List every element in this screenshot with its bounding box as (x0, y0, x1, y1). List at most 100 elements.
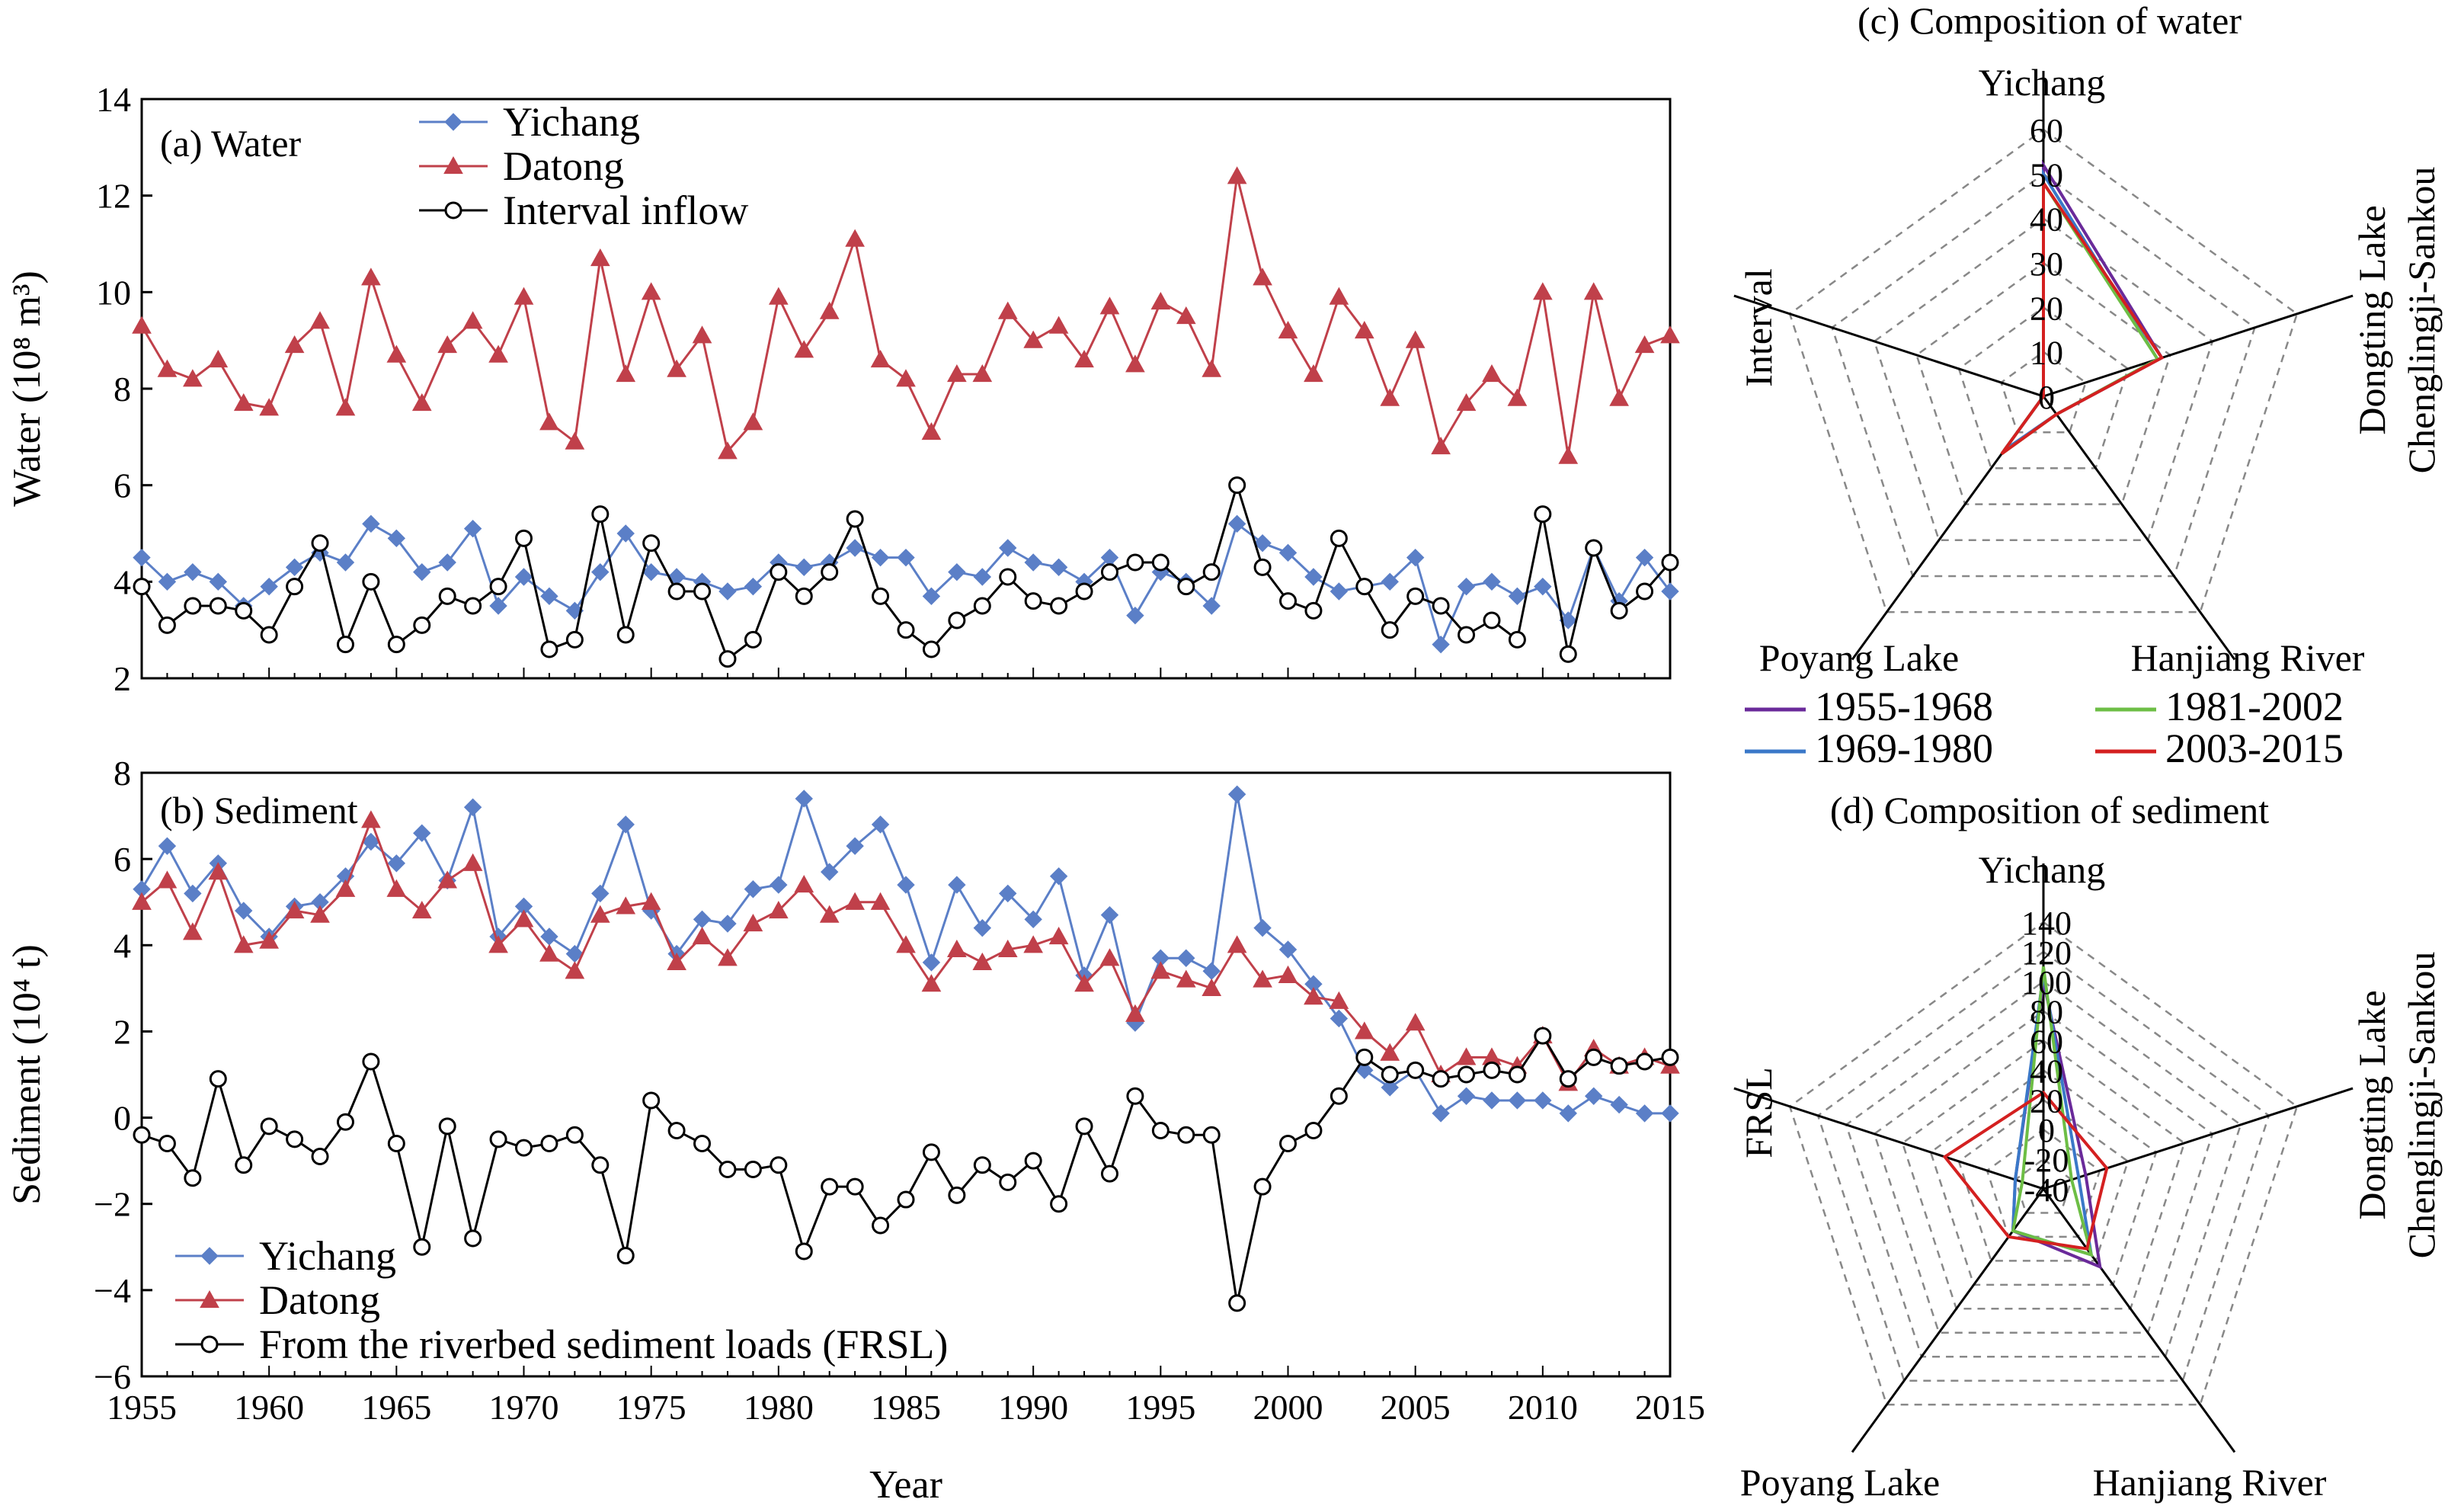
panel-b-point-from-the-riverbed-sediment-loads-frsl (158, 1135, 176, 1153)
panel-a-point-yichang (260, 577, 278, 596)
panel-b-xtick-label: 1990 (998, 1388, 1068, 1427)
panel-a-point-interval-inflow (1534, 505, 1552, 524)
panel-a-ylabel: Water (10⁸ m³) (5, 271, 49, 507)
panel-a-point-datong (794, 340, 814, 358)
panel-b-xtick-label: 2015 (1635, 1388, 1705, 1427)
panel-b-point-from-the-riverbed-sediment-loads-frsl (667, 1122, 686, 1140)
panel-b-point-from-the-riverbed-sediment-loads-frsl (922, 1143, 940, 1161)
panel-a-point-datong (1329, 287, 1349, 305)
panel-a-point-interval-inflow (1253, 558, 1272, 576)
panel-a-point-yichang (871, 548, 890, 567)
panel-a-point-datong (1150, 291, 1171, 310)
panel-a-point-interval-inflow (872, 587, 890, 605)
panel-a-point-interval-inflow (693, 582, 712, 601)
panel-b-point-from-the-riverbed-sediment-loads-frsl (1559, 1070, 1577, 1088)
panel-b-ylabel: Sediment (10⁴ t) (5, 944, 49, 1205)
panel-a-point-datong (896, 369, 916, 387)
panel-a-point-datong (1634, 335, 1655, 354)
panel-c-rtick-label: 10 (2030, 335, 2063, 372)
panel-d-rtick-label: 20 (2030, 1082, 2063, 1120)
panel-a-point-interval-inflow (184, 597, 202, 615)
panel-a-point-interval-inflow (489, 578, 507, 596)
panel-b-point-from-the-riverbed-sediment-loads-frsl (1585, 1048, 1603, 1066)
panel-a-point-datong (616, 364, 636, 383)
panel-b-point-yichang (1024, 910, 1042, 929)
panel-b-point-datong (514, 909, 534, 927)
panel-a-point-yichang (1049, 558, 1068, 577)
panel-a-point-interval-inflow (209, 597, 227, 615)
panel-a-point-yichang (846, 539, 864, 557)
panel-a-point-yichang (1126, 606, 1144, 625)
panel-a-line-datong (140, 175, 1671, 456)
panel-a-point-interval-inflow (897, 621, 915, 639)
panel-c-grid-ring (1957, 306, 2130, 469)
panel-a-point-datong (743, 412, 763, 431)
panel-a-point-datong (1099, 296, 1120, 315)
panel-a-point-yichang (438, 553, 456, 572)
panel-a-point-datong (488, 344, 508, 363)
panel-b-label: (b) Sediment (160, 789, 358, 831)
panel-b-point-from-the-riverbed-sediment-loads-frsl (286, 1130, 304, 1148)
panel-b-point-yichang (1457, 1087, 1476, 1105)
panel-a-point-interval-inflow (1202, 563, 1221, 581)
panel-b-legend-marker-yichang (200, 1247, 219, 1265)
panel-d-rtick-label: 60 (2030, 1023, 2063, 1061)
panel-a-point-datong (259, 398, 280, 416)
panel-b-point-from-the-riverbed-sediment-loads-frsl (948, 1186, 966, 1204)
panel-b-point-from-the-riverbed-sediment-loads-frsl (1202, 1126, 1221, 1144)
panel-d-rtick-label: 40 (2030, 1052, 2063, 1090)
panel-a-point-interval-inflow (922, 640, 940, 658)
panel-b-point-datong (233, 935, 254, 953)
panel-a-point-yichang (1304, 568, 1323, 586)
panel-b-point-from-the-riverbed-sediment-loads-frsl (795, 1242, 813, 1261)
panel-a-point-interval-inflow (438, 587, 456, 605)
panel-a-point-yichang (1253, 533, 1272, 553)
panel-a-point-interval-inflow (591, 505, 610, 524)
panel-b-point-yichang (413, 824, 431, 842)
panel-a-point-interval-inflow (515, 529, 533, 547)
panel-b-series-from-the-riverbed-sediment-loads-frsl (133, 1027, 1679, 1312)
panel-a-series-datong (132, 166, 1680, 464)
panel-b-point-from-the-riverbed-sediment-loads-frsl (973, 1156, 991, 1174)
panel-d-grid-ring (1845, 980, 2242, 1358)
panel-a-point-interval-inflow (362, 572, 380, 591)
panel-b-point-yichang (1508, 1091, 1527, 1110)
panel-b-legend-label-datong: Datong (259, 1277, 380, 1323)
panel-b-point-from-the-riverbed-sediment-loads-frsl (1126, 1087, 1144, 1105)
panel-d-grid-ring (1986, 1128, 2101, 1238)
panel-c-rtick-label: 40 (2030, 201, 2063, 239)
panel-b-xtick-label: 1980 (744, 1388, 814, 1427)
panel-b-point-from-the-riverbed-sediment-loads-frsl (1228, 1294, 1246, 1312)
panel-a-point-yichang (489, 597, 507, 615)
panel-b-point-datong (259, 931, 280, 949)
panel-a-point-yichang (1432, 635, 1450, 654)
panel-a-point-yichang (1635, 548, 1654, 567)
panel-b-point-from-the-riverbed-sediment-loads-frsl (235, 1156, 253, 1174)
panel-c-axis-label-bottom-right: Hanjiang River (2131, 636, 2365, 679)
panel-d-rtick-label: -40 (2024, 1171, 2069, 1209)
panel-b-point-datong (1405, 1013, 1426, 1031)
panel-b-point-datong (1253, 969, 1272, 988)
panel-b-xtick-label: 1970 (489, 1388, 559, 1427)
panel-a-point-interval-inflow (387, 636, 405, 654)
panel-a-point-yichang (897, 548, 915, 567)
panel-a-point-datong (411, 392, 432, 412)
panel-a-point-yichang (387, 529, 406, 548)
panel-b-point-from-the-riverbed-sediment-loads-frsl (311, 1147, 329, 1165)
panel-a-point-interval-inflow (1100, 563, 1118, 581)
panel-a-point-interval-inflow (1304, 601, 1323, 620)
panel-b-point-from-the-riverbed-sediment-loads-frsl (693, 1135, 712, 1153)
panel-d-grid-ring (1957, 1098, 2130, 1262)
panel-c-axis-label-right-1: Dongting Lake (2350, 205, 2393, 434)
panel-b-point-from-the-riverbed-sediment-loads-frsl (260, 1117, 278, 1136)
panel-b-point-datong (972, 952, 993, 971)
panel-a-point-yichang (1661, 582, 1679, 601)
panel-a-point-datong (1074, 349, 1094, 368)
panel-a-point-yichang (336, 553, 355, 572)
panel-b-point-yichang (1584, 1087, 1603, 1105)
panel-b-point-yichang (1661, 1104, 1679, 1123)
panel-a-point-datong (437, 335, 458, 354)
panel-a-point-yichang (1330, 582, 1349, 601)
panel-b-point-datong (1456, 1047, 1477, 1065)
